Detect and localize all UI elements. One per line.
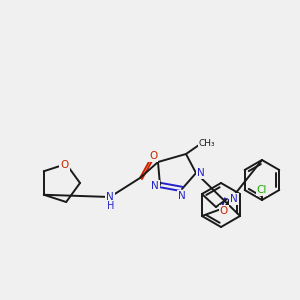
Text: N: N xyxy=(151,181,159,191)
Text: N: N xyxy=(178,191,186,201)
Text: Cl: Cl xyxy=(257,185,267,195)
Text: N: N xyxy=(230,194,238,204)
Text: N: N xyxy=(197,168,205,178)
Text: O: O xyxy=(220,206,228,216)
Text: H: H xyxy=(107,201,115,211)
Text: O: O xyxy=(60,160,68,170)
Text: O: O xyxy=(149,151,157,161)
Text: N: N xyxy=(106,192,114,202)
Text: CH₃: CH₃ xyxy=(199,139,215,148)
